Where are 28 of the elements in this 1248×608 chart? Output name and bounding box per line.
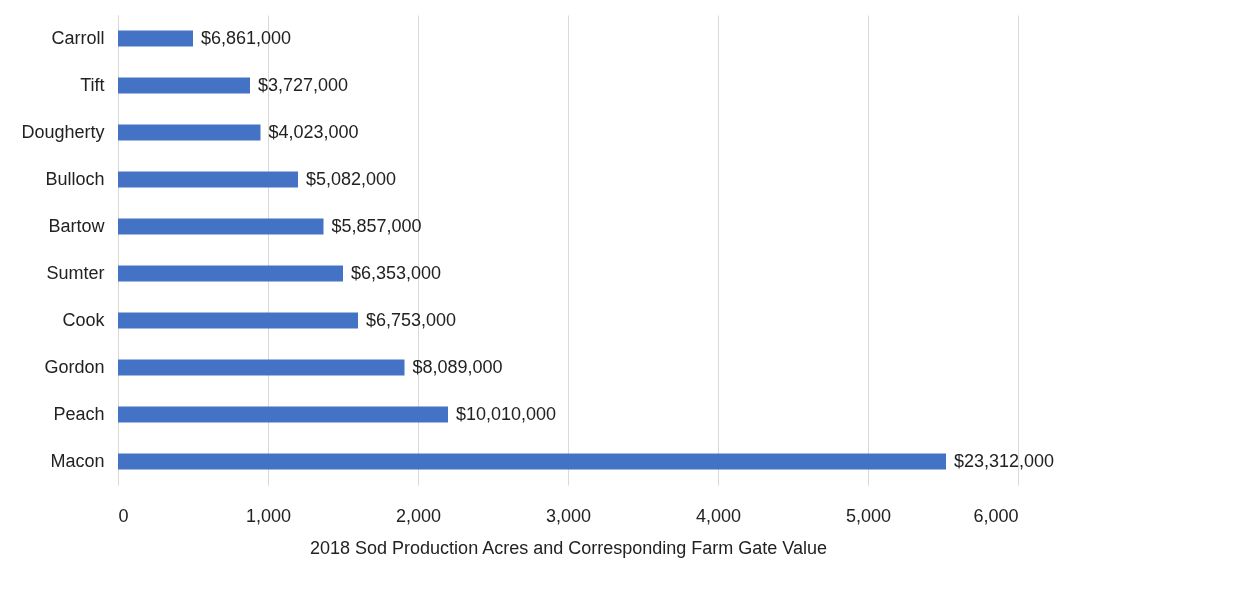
- x-tick-label: 6,000: [973, 505, 1019, 526]
- annotation: $4,023,000: [268, 121, 359, 142]
- y-tick-label: Tift: [80, 74, 105, 95]
- annotation: $6,861,000: [201, 27, 292, 48]
- x-tick-label: 3,000: [545, 505, 592, 526]
- annotation: $10,010,000: [456, 403, 557, 424]
- y-tick-label: Dougherty: [21, 121, 105, 142]
- annotation: $5,082,000: [306, 168, 397, 189]
- y-tick-label: Bulloch: [45, 168, 105, 189]
- y-tick-label: Macon: [50, 450, 105, 471]
- y-tick-label: Sumter: [46, 262, 105, 283]
- annotation: $3,727,000: [258, 74, 349, 95]
- x-tick-label: 0: [118, 505, 129, 526]
- annotation: $8,089,000: [412, 356, 503, 377]
- x-tick-label: 2,000: [395, 505, 442, 526]
- y-tick-label: Peach: [53, 403, 105, 424]
- y-tick-label: Gordon: [44, 356, 105, 377]
- x-axis-title: 2018 Sod Production Acres and Corresponding Farm Gate Value: [310, 537, 827, 558]
- y-tick-label: Carroll: [51, 27, 105, 48]
- x-tick-label: 1,000: [245, 505, 292, 526]
- x-tick-label: 4,000: [695, 505, 742, 526]
- x-tick-label: 5,000: [845, 505, 892, 526]
- annotation: $23,312,000: [954, 450, 1055, 471]
- annotation: $5,857,000: [331, 215, 422, 236]
- y-tick-label: Bartow: [48, 215, 106, 236]
- y-tick-label: Cook: [62, 309, 106, 330]
- annotation: $6,353,000: [351, 262, 442, 283]
- annotation: $6,753,000: [366, 309, 457, 330]
